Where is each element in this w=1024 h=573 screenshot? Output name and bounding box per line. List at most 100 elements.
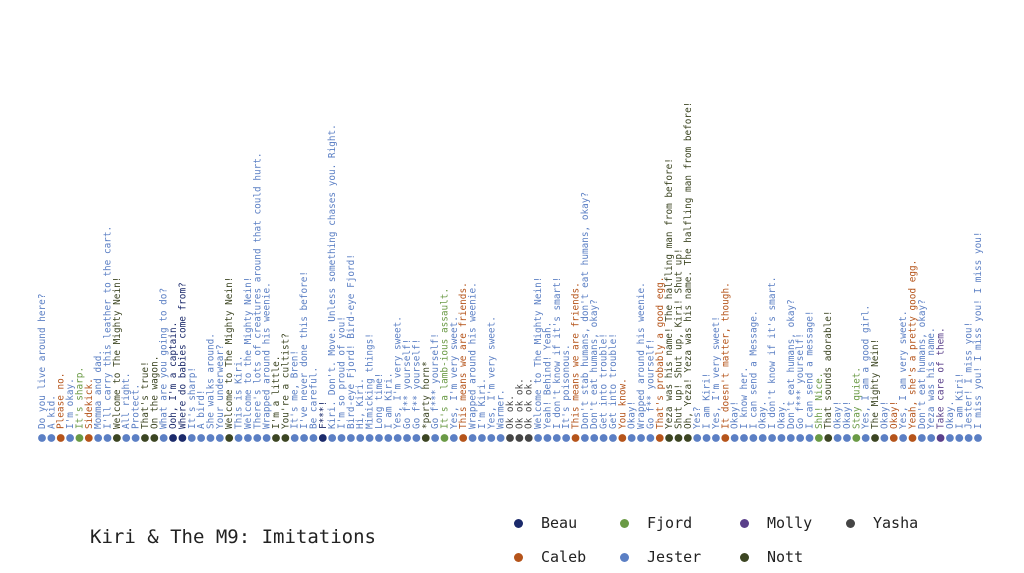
point-label: I miss you! I miss you! I miss you! [973,231,984,429]
legend-dot-nott [740,552,749,562]
point-label: Okay! [627,401,638,429]
point-label: Yes, I am a good girl. [861,305,872,429]
point-label: Yes, I'm very sweet. [393,316,404,429]
point-label: Don't stab humans, don't eat humans, oka… [580,192,591,429]
point-label: Ooh, I'm a captain. [168,322,179,429]
point-label: I don't know if it's smart. [767,277,778,429]
point-dot [627,434,636,442]
legend-item-nott: Nott [740,548,803,566]
point-dot [524,434,533,442]
point-label: Yeza was his name. [926,327,937,429]
point-dot [403,434,411,442]
legend-dot-fjord [620,518,629,528]
point-dot [786,434,795,442]
point-dot [871,434,879,442]
point-dot [599,434,608,442]
point-label: I can send a Message. [748,310,759,429]
point-label: I'm okay. [65,378,76,429]
point-label: Where do babies come from? [177,282,188,429]
point-dot [655,434,664,442]
legend-item-molly: Molly [740,514,812,532]
point-dot [112,434,121,442]
point-label: Please no. [56,373,67,429]
point-dot [534,434,542,442]
point-label: All right. [121,373,132,429]
point-dot [487,434,496,442]
point-label: Welcome to The Mighty Nein! [112,277,123,429]
point-label: Welcome to The Mighty Nein! [533,277,544,429]
point-label: Do you live around here? [37,294,48,429]
point-dot [674,434,683,442]
point-dot [244,434,252,442]
point-dot [131,434,140,442]
point-dot [693,434,702,442]
point-dot [365,434,374,442]
point-dot [880,434,889,442]
point-dot [730,434,739,442]
point-dot [562,434,571,442]
point-dot [103,434,112,442]
point-dot [412,434,421,442]
point-label: You know. [617,378,628,429]
point-dot [580,434,589,442]
legend-label-fjord: Fjord [647,514,693,532]
point-label: Take care of them. [936,327,947,429]
point-label: I am Kiri. [383,373,394,429]
point-label: I am Kiri! [954,373,965,429]
point-label: I can send a message! [805,310,816,429]
legend-dot-molly [740,518,749,528]
point-dot [440,434,449,442]
point-dot [468,434,477,442]
point-dot [337,434,346,442]
point-dot [936,434,945,442]
point-label: A bird! [196,389,207,429]
point-dot [712,434,720,442]
point-dot [946,434,954,442]
point-label: It's sharp. [74,367,85,429]
point-dot [197,434,206,442]
point-dot [459,434,468,442]
point-dot [590,434,599,442]
point-label: Okay. [945,401,956,429]
point-dot [141,434,149,442]
point-dot [927,434,936,442]
point-dot [356,434,365,442]
point-label: What are you going to do? [159,288,170,429]
point-dot [702,434,711,442]
point-label: Protect. [131,384,142,429]
point-dot [889,434,898,442]
point-dot [375,434,383,442]
point-label: Okay! [730,401,741,429]
point-dot [215,434,224,442]
point-label: You're a cultist? [280,333,291,429]
point-dot [777,434,786,442]
legend-label-yasha: Yasha [873,514,919,532]
point-dot [665,434,674,442]
point-label: I know her. [739,367,750,429]
point-label: Go f** yourself! [402,339,413,429]
point-dot [262,434,271,442]
point-label: I don't know if it's smart! [552,277,563,429]
point-label: Get into trouble! [608,333,619,429]
point-dot [393,434,402,442]
point-dot [683,434,692,442]
point-dot [449,434,458,442]
point-label: Yeza was his name! The halfling man from… [664,158,675,429]
point-label: Be careful. [308,367,319,429]
point-label: She walks around. [205,333,216,429]
legend-item-yasha: Yasha [846,514,918,532]
point-label: Mimicking things! [365,333,376,429]
point-label: On the wagon. [149,356,160,429]
point-label: Go f** yourself! [411,339,422,429]
legend-label-beau: Beau [541,514,578,532]
chart-title: Kiri & The M9: Imitations [90,526,376,548]
point-label: I'm a little. [271,356,282,429]
point-label: I'll carry this leather to the cart. [103,226,114,429]
point-label: Welcome to the Mighty Nein! [243,277,254,429]
point-label: This means we are friends. [571,282,582,429]
point-label: Don't eat humans, okay? [786,299,797,429]
point-dot [225,434,234,442]
point-label: It doesn't matter, though. [720,282,731,429]
point-label: Momma and dad. [93,350,104,429]
point-label: *party horn* [421,361,432,429]
